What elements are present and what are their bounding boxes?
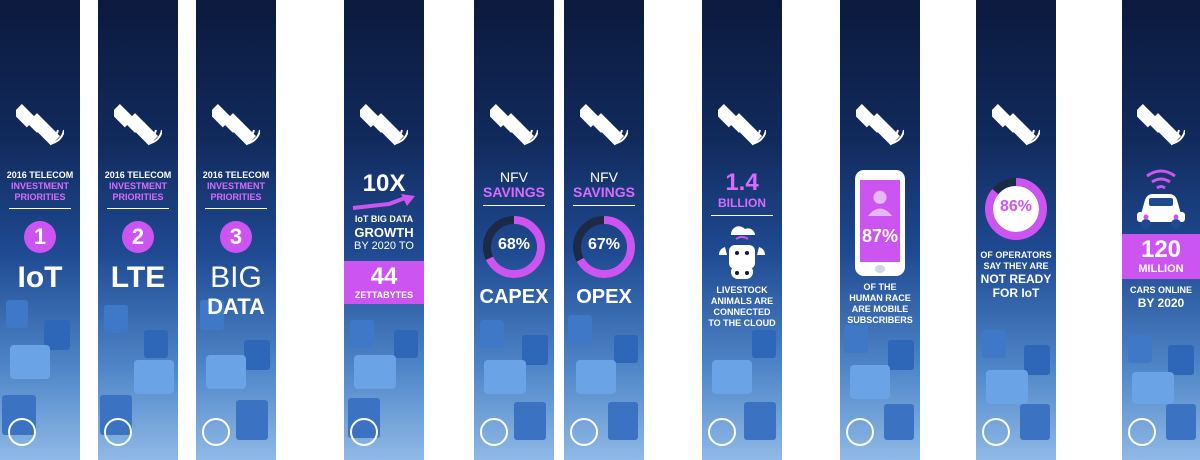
app-icons-background bbox=[982, 330, 1050, 446]
mobile-line1: OF THE bbox=[863, 282, 897, 292]
cars-line2: BY 2020 bbox=[1137, 296, 1185, 310]
opex-ring: 67% bbox=[571, 214, 637, 280]
satellite-icon bbox=[992, 103, 1040, 146]
priority-name: IoT bbox=[17, 261, 63, 294]
cars-box: 120 MILLION bbox=[1122, 234, 1200, 279]
priority-line1: 2016 TELECOM bbox=[6, 170, 74, 180]
satellite-icon bbox=[114, 103, 162, 146]
app-icons-background bbox=[2, 300, 70, 446]
satellite-icon bbox=[718, 103, 766, 146]
capex-percent: 68% bbox=[497, 236, 531, 253]
satellite-icon bbox=[16, 103, 64, 146]
divider bbox=[107, 208, 169, 209]
operators-line3: NOT READY bbox=[980, 272, 1052, 286]
opex-percent: 67% bbox=[587, 236, 621, 253]
banner-nfv-capex: NFV SAVINGS 68% CAPEX bbox=[474, 0, 554, 460]
priority-name-line2: DATA bbox=[207, 294, 265, 319]
mobile-percent: 87% bbox=[861, 226, 899, 246]
app-icons-background bbox=[708, 330, 776, 446]
mobile-line3: ARE MOBILE bbox=[851, 304, 909, 314]
operators-line2: SAY THEY ARE bbox=[983, 261, 1049, 271]
satellite-icon bbox=[360, 103, 408, 146]
nfv-subtitle: SAVINGS bbox=[573, 184, 635, 200]
livestock-line4: TO THE CLOUD bbox=[708, 318, 776, 328]
rank-badge: 2 bbox=[122, 221, 154, 253]
divider bbox=[205, 208, 267, 209]
rank-badge: 1 bbox=[24, 221, 56, 253]
app-icons-background bbox=[1128, 335, 1196, 446]
growth-line1: IoT BIG DATA bbox=[354, 214, 414, 224]
banner-nfv-opex: NFV SAVINGS 67% OPEX bbox=[564, 0, 644, 460]
banner-iot: 2016 TELECOM INVESTMENT PRIORITIES 1 IoT bbox=[0, 0, 80, 460]
connected-car-icon bbox=[1137, 169, 1185, 229]
priority-line1: 2016 TELECOM bbox=[202, 170, 270, 180]
operators-line1: OF OPERATORS bbox=[980, 250, 1052, 260]
divider bbox=[573, 205, 635, 206]
livestock-value: 1.4 bbox=[725, 169, 759, 196]
app-icons-background bbox=[200, 300, 270, 446]
cars-unit: MILLION bbox=[1138, 263, 1184, 275]
operators-ring: 86% bbox=[983, 176, 1049, 242]
app-icons-background bbox=[100, 305, 174, 446]
cars-value: 120 bbox=[1140, 236, 1182, 263]
priority-line2: INVESTMENT bbox=[108, 181, 167, 191]
opex-label: OPEX bbox=[576, 286, 632, 308]
divider bbox=[711, 215, 773, 216]
capex-label: CAPEX bbox=[479, 286, 549, 308]
app-icons-background bbox=[480, 320, 548, 446]
priority-line2: INVESTMENT bbox=[206, 181, 265, 191]
zettabytes-box: 44 ZETTABYTES bbox=[344, 261, 424, 304]
priority-name: LTE bbox=[110, 261, 166, 294]
satellite-icon bbox=[212, 103, 260, 146]
satellite-icon bbox=[1137, 103, 1185, 146]
person-icon bbox=[867, 190, 893, 216]
priority-name-line1: BIG bbox=[210, 261, 262, 294]
growth-line2: GROWTH bbox=[354, 225, 414, 240]
nfv-subtitle: SAVINGS bbox=[483, 184, 545, 200]
banner-big-data: 2016 TELECOM INVESTMENT PRIORITIES 3 BIG… bbox=[196, 0, 276, 460]
priority-line3: PRIORITIES bbox=[112, 192, 164, 202]
satellite-icon bbox=[856, 103, 904, 146]
priority-line3: PRIORITIES bbox=[210, 192, 262, 202]
operators-percent: 86% bbox=[999, 198, 1033, 215]
banner-cars: 120 MILLION CARS ONLINE BY 2020 bbox=[1122, 0, 1200, 460]
zettabytes-unit: ZETTABYTES bbox=[354, 290, 414, 300]
livestock-unit: BILLION bbox=[718, 196, 766, 210]
mobile-line4: SUBSCRIBERS bbox=[847, 315, 913, 325]
livestock-line1: LIVESTOCK bbox=[716, 285, 768, 295]
banner-operators: 86% OF OPERATORS SAY THEY ARE NOT READY … bbox=[976, 0, 1056, 460]
growth-multiplier: 10X bbox=[362, 170, 406, 197]
operators-line4: FOR IoT bbox=[992, 286, 1040, 300]
rank-badge: 3 bbox=[220, 221, 252, 253]
app-icons-background bbox=[568, 315, 638, 446]
priority-line2: INVESTMENT bbox=[10, 181, 69, 191]
cars-line1: CARS ONLINE bbox=[1129, 285, 1192, 295]
smartphone-icon: 87% bbox=[855, 170, 905, 276]
divider bbox=[483, 205, 545, 206]
banner-lte: 2016 TELECOM INVESTMENT PRIORITIES 2 LTE bbox=[98, 0, 178, 460]
priority-line1: 2016 TELECOM bbox=[104, 170, 172, 180]
satellite-icon bbox=[490, 103, 538, 146]
banner-livestock: 1.4 BILLION LIVESTOCK ANIMALS ARE CONNEC… bbox=[702, 0, 782, 460]
cow-cloud-icon bbox=[719, 226, 765, 279]
nfv-title: NFV bbox=[590, 169, 618, 185]
satellite-icon bbox=[580, 103, 628, 146]
mobile-line2: HUMAN RACE bbox=[849, 293, 911, 303]
nfv-title: NFV bbox=[500, 169, 528, 185]
livestock-line2: ANIMALS ARE bbox=[710, 296, 774, 306]
banner-big-data-growth: 10X IoT BIG DATA GROWTH BY 2020 TO 44 ZE… bbox=[344, 0, 424, 460]
growth-line3: BY 2020 TO bbox=[354, 240, 414, 252]
app-icons-background bbox=[844, 325, 914, 446]
priority-line3: PRIORITIES bbox=[14, 192, 66, 202]
divider bbox=[9, 208, 71, 209]
banner-mobile: 87% OF THE HUMAN RACE ARE MOBILE SUBSCRI… bbox=[840, 0, 920, 460]
capex-ring: 68% bbox=[481, 214, 547, 280]
app-icons-background bbox=[348, 320, 418, 446]
livestock-line3: CONNECTED bbox=[713, 307, 771, 317]
growth-arrow-icon bbox=[352, 194, 415, 210]
zettabytes-value: 44 bbox=[370, 263, 398, 290]
